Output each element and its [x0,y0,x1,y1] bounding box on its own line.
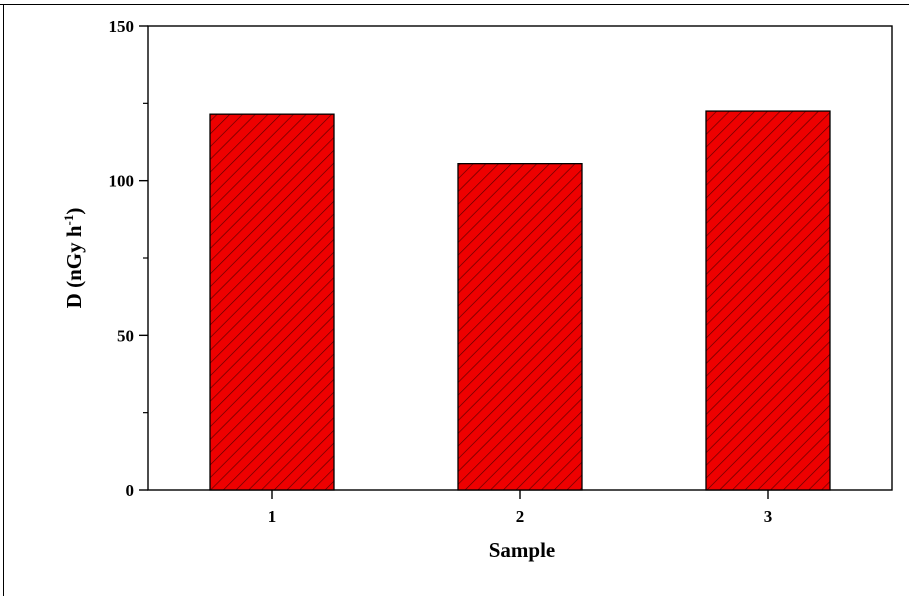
y-axis-title-suffix: ) [62,208,86,215]
x-axis-title: Sample [489,538,556,562]
y-tick-label-150: 150 [109,17,135,36]
y-axis-title-prefix: D (nGy h [62,225,86,308]
bars-group [209,110,831,491]
x-tick-label-2: 2 [516,507,525,526]
y-tick-label-100: 100 [109,172,135,191]
x-tick-label-1: 1 [268,507,277,526]
bar-hatch-2 [457,163,583,491]
x-tick-label-3: 3 [764,507,773,526]
y-axis-title-superscript: -1 [61,215,76,226]
bar-hatch-1 [209,113,335,491]
bar-hatch-3 [705,110,831,491]
y-axis-title: D (nGy h-1) [61,208,86,309]
plot-area: 0 50 100 150 1 2 3 [109,17,893,526]
y-tick-label-0: 0 [126,481,135,500]
x-axis-ticks: 1 2 3 [268,490,773,526]
y-axis-ticks: 0 50 100 150 [109,17,148,500]
y-tick-label-50: 50 [117,326,134,345]
